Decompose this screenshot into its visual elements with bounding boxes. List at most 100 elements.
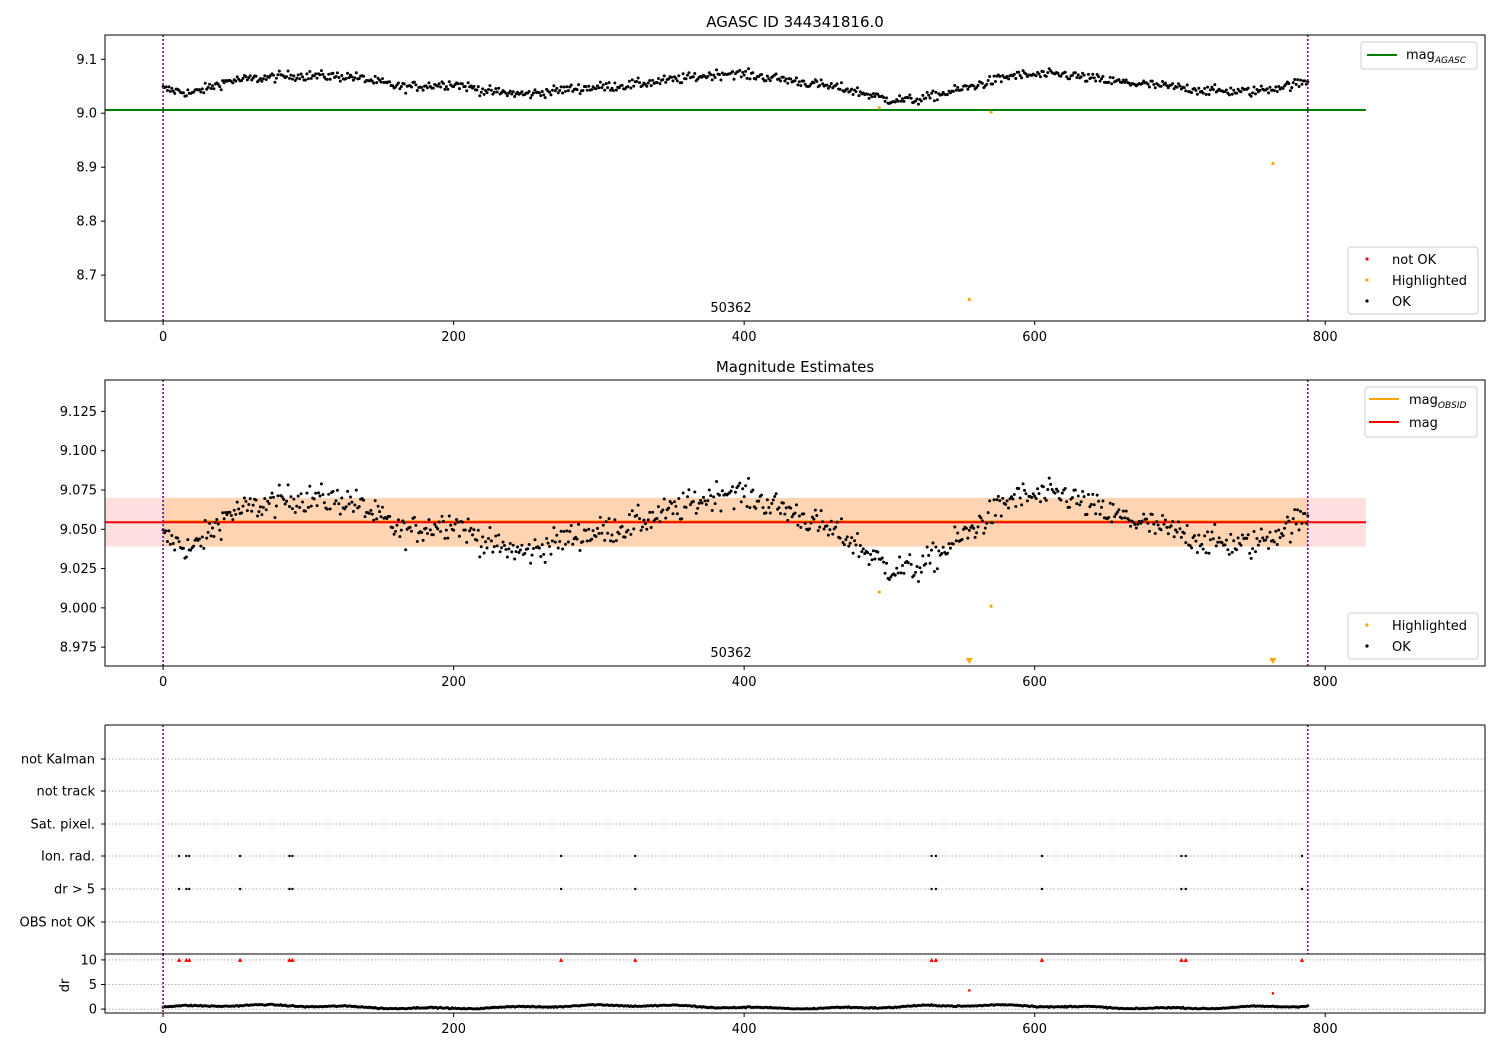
ok-point	[449, 523, 453, 527]
ok-point	[1079, 75, 1083, 79]
ok-point	[563, 542, 567, 546]
flag-event-point	[930, 854, 933, 858]
ok-point	[916, 579, 920, 583]
ok-point	[539, 94, 543, 98]
ok-point	[1110, 82, 1114, 86]
ok-point	[372, 518, 376, 522]
ok-point	[218, 528, 222, 532]
flag-event-point	[291, 854, 294, 858]
ok-point	[1294, 82, 1298, 86]
ok-point	[261, 505, 265, 509]
ok-point	[793, 511, 797, 515]
ok-point	[375, 81, 379, 85]
ok-point	[550, 539, 554, 543]
obsid-annotation-1: 50362	[710, 301, 751, 316]
ok-point	[1303, 79, 1307, 83]
ok-point	[900, 97, 904, 101]
ok-point	[295, 504, 299, 508]
ok-point	[272, 73, 276, 77]
highlighted-point	[989, 110, 993, 114]
ok-point	[466, 81, 470, 85]
ok-point	[318, 494, 322, 498]
ok-point	[1259, 527, 1263, 531]
ok-point	[638, 81, 642, 85]
ok-point	[408, 525, 412, 529]
ok-point	[1253, 550, 1257, 554]
x-tick-label: 400	[732, 330, 757, 345]
ok-point	[510, 550, 514, 554]
ok-point	[812, 81, 816, 85]
ok-point	[497, 533, 501, 537]
ok-point	[421, 538, 425, 542]
legend-label-ok: OK	[1392, 295, 1411, 310]
ok-point	[1174, 528, 1178, 532]
ok-point	[585, 88, 589, 92]
ok-point	[209, 87, 213, 91]
ok-point	[1162, 522, 1166, 526]
ok-point	[165, 88, 169, 92]
ok-point	[1092, 76, 1096, 80]
ok-point	[203, 81, 207, 85]
ok-point	[1005, 499, 1009, 503]
ok-point	[1265, 535, 1269, 539]
ok-point	[699, 498, 703, 502]
ok-point	[954, 88, 958, 92]
ok-point	[908, 93, 912, 97]
ok-point	[210, 526, 214, 530]
ok-point	[783, 512, 787, 516]
ok-point	[1297, 528, 1301, 532]
ok-point	[675, 79, 679, 83]
ok-point	[577, 83, 581, 87]
ok-point	[661, 78, 665, 82]
ok-point	[999, 514, 1003, 518]
ok-point	[315, 504, 319, 508]
ok-point	[940, 93, 944, 97]
ok-point	[250, 509, 254, 513]
ok-point	[671, 512, 675, 516]
ok-point	[635, 513, 639, 517]
ok-point	[1185, 83, 1189, 87]
ok-point	[696, 506, 700, 510]
ok-point	[985, 82, 989, 86]
ok-point	[986, 511, 990, 515]
ok-point	[1281, 534, 1285, 538]
ok-point	[828, 528, 832, 532]
ok-point	[199, 544, 203, 548]
ok-point	[476, 528, 480, 532]
ok-point	[885, 96, 889, 100]
ok-point	[691, 500, 695, 504]
ok-point	[1188, 544, 1192, 548]
ok-point	[221, 511, 225, 515]
ok-point	[1249, 556, 1253, 560]
ok-point	[736, 484, 740, 488]
ok-point	[399, 528, 403, 532]
ok-point	[684, 77, 688, 81]
ok-point	[636, 76, 640, 80]
ok-point	[794, 503, 798, 507]
ok-point	[1303, 511, 1307, 515]
ok-point	[373, 74, 377, 78]
ok-point	[651, 78, 655, 82]
ok-point	[173, 548, 177, 552]
ok-point	[1124, 509, 1128, 513]
ok-point	[1017, 487, 1021, 491]
axes-frame	[104, 379, 1486, 667]
ok-point	[1147, 85, 1151, 89]
ok-point	[303, 78, 307, 82]
ok-point	[543, 560, 547, 564]
ok-point	[186, 88, 190, 92]
ok-point	[1300, 521, 1304, 525]
ok-point	[520, 90, 524, 94]
ok-point	[471, 533, 475, 537]
ok-point	[934, 90, 938, 94]
flag-event-point	[1040, 854, 1044, 858]
ok-point	[1161, 514, 1165, 518]
ok-point	[835, 520, 839, 524]
dr-clipped-marker	[1179, 957, 1184, 962]
ok-point	[540, 90, 544, 94]
ok-point	[871, 92, 875, 96]
ok-point	[1094, 79, 1098, 83]
ok-point	[1152, 522, 1156, 526]
ok-point	[1079, 500, 1083, 504]
ok-point	[1172, 87, 1176, 91]
